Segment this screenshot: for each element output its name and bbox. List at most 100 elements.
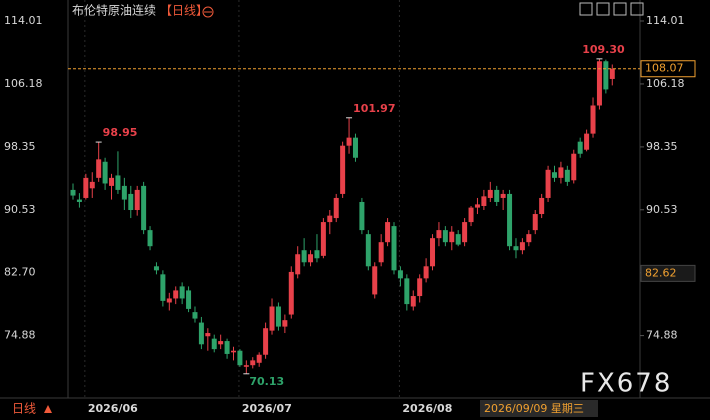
extreme-label: 70.13 (249, 375, 284, 388)
candle-body (564, 169, 570, 182)
extreme-label: 101.97 (353, 102, 395, 115)
candle-body (545, 169, 551, 198)
tool-button[interactable] (579, 2, 593, 16)
candle-body (147, 230, 153, 247)
candle-body (442, 230, 448, 243)
candle-body (513, 246, 519, 251)
candle-body (295, 254, 301, 275)
watermark: FX678 (580, 369, 672, 399)
candle-body (288, 271, 294, 315)
candle-body (121, 185, 127, 200)
candle-body (474, 204, 480, 208)
period-button[interactable]: 日线 (12, 402, 36, 416)
candle-body (218, 341, 224, 345)
extreme-label: 98.95 (103, 126, 138, 139)
y-tick-label-right: 98.35 (646, 140, 678, 153)
extreme-label: 109.30 (582, 43, 625, 56)
y-tick-label: 82.70 (4, 266, 36, 279)
candle-body (532, 214, 538, 231)
candle-body (500, 193, 506, 198)
candle-body (609, 68, 615, 79)
candle-body (603, 61, 609, 90)
candle-body (231, 350, 236, 353)
candle-body (552, 172, 557, 178)
candle-body (539, 197, 545, 215)
candle-body (430, 238, 436, 267)
crosshair-date-box (480, 400, 598, 417)
candle-body (372, 266, 378, 295)
crosshair-price-box (640, 264, 696, 282)
crosshair-price-label: 82.62 (645, 266, 677, 279)
candle-body (359, 201, 365, 231)
candle-body (590, 105, 596, 134)
candle-body (340, 145, 346, 194)
settings-icon[interactable] (202, 6, 214, 18)
candle-body (487, 189, 493, 198)
candle-body (109, 177, 115, 186)
candle-body (153, 266, 159, 271)
candle-body (275, 306, 281, 327)
candle-body (282, 320, 288, 327)
candle-body (584, 133, 590, 150)
x-tick-label: 2026/07 (242, 402, 292, 415)
candle-body (256, 354, 262, 363)
candle-body (269, 306, 275, 331)
toolbar (579, 2, 644, 16)
candle-body (96, 159, 102, 178)
candle-body (102, 161, 108, 184)
last-price-label: 108.07 (645, 62, 684, 75)
candle-body (205, 333, 211, 337)
candle-body (224, 341, 230, 354)
candle-body (385, 222, 391, 243)
y-tick-label-right: 74.88 (646, 329, 678, 342)
candle-body (173, 290, 179, 299)
tool-button[interactable] (613, 2, 627, 16)
candle-body (455, 234, 461, 245)
candle-body (404, 278, 410, 305)
y-tick-label: 98.35 (4, 140, 36, 153)
tool-button[interactable] (630, 2, 644, 16)
candle-body (308, 254, 314, 263)
candle-body (243, 365, 249, 367)
period-label: 【日线】 (160, 4, 208, 18)
candle-body (115, 175, 121, 190)
x-tick-label: 2026/08 (402, 402, 452, 415)
candle-body (179, 286, 185, 299)
candle-body (333, 197, 339, 219)
candle-body (134, 189, 140, 211)
candle-body (596, 61, 602, 106)
y-tick-label: 90.53 (4, 203, 36, 216)
candle-body (462, 222, 468, 243)
candle-body (571, 153, 577, 181)
candle-body (365, 234, 371, 267)
y-tick-label: 114.01 (4, 14, 43, 27)
candle-body (352, 137, 358, 158)
candle-body (186, 290, 192, 309)
candle-body (128, 193, 134, 211)
candle-body (301, 250, 307, 263)
candle-body (577, 141, 583, 154)
candle-body (468, 207, 474, 223)
tool-button[interactable] (596, 2, 610, 16)
candle-body (423, 266, 429, 279)
candle-body (481, 196, 487, 206)
candle-body (160, 274, 166, 301)
y-tick-label: 106.18 (4, 77, 43, 90)
candle-body (250, 360, 256, 366)
candle-body (70, 189, 76, 196)
candle-body (526, 234, 532, 243)
candle-body (391, 226, 397, 271)
crosshair-date-label: 2026/09/09 星期三 (484, 402, 584, 415)
candle-body (76, 199, 82, 202)
candle-body (237, 350, 243, 366)
candle-body (558, 167, 564, 178)
candle-body (494, 189, 500, 202)
candle-body (327, 215, 333, 223)
y-tick-label-right: 90.53 (646, 203, 678, 216)
last-price-box (640, 60, 696, 78)
candle-body (417, 278, 423, 297)
chart-title: 布伦特原油连续 (72, 3, 156, 18)
candle-body (263, 328, 269, 355)
candle-body (166, 298, 172, 303)
